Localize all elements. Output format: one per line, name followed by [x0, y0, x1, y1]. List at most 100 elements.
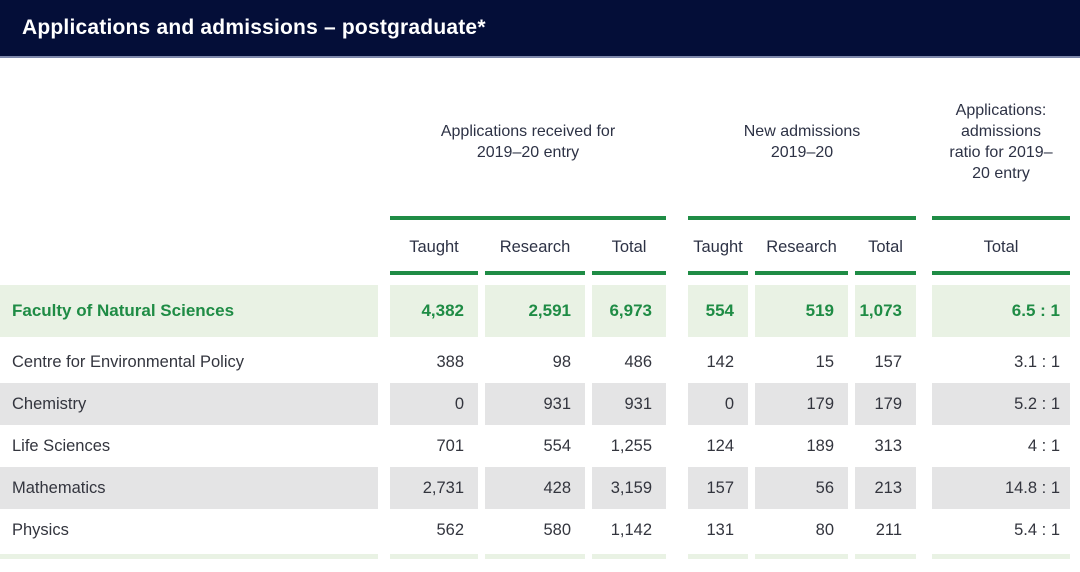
column-gap — [666, 467, 688, 509]
column-gap — [748, 383, 755, 425]
cell-adm-taught: 0 — [688, 383, 748, 425]
cell-adm-research: 519 — [755, 285, 848, 337]
column-gap — [916, 383, 932, 425]
cell — [755, 554, 848, 559]
column-gap — [585, 223, 592, 275]
column-gap — [585, 467, 592, 509]
column-gap — [478, 341, 485, 383]
column-gap — [585, 383, 592, 425]
cell-adm-research: 189 — [755, 425, 848, 467]
column-gap — [666, 341, 688, 383]
cell-adm-total: 1,073 — [855, 285, 916, 337]
cell — [0, 554, 378, 559]
cell-adm-research: 15 — [755, 341, 848, 383]
cell-apps-research: 554 — [485, 425, 585, 467]
cell-adm-total: 157 — [855, 341, 916, 383]
column-header-apps-total: Total — [592, 223, 666, 275]
column-gap — [848, 223, 855, 275]
cell-adm-total: 213 — [855, 467, 916, 509]
cell-apps-total: 6,973 — [592, 285, 666, 337]
column-gap — [748, 509, 755, 551]
table-row-life-sciences: Life Sciences 701 554 1,255 124 189 313 … — [0, 425, 1080, 467]
column-gap — [666, 554, 688, 559]
column-gap — [478, 223, 485, 275]
column-gap — [666, 285, 688, 337]
column-gap — [585, 425, 592, 467]
column-header-row: Taught Research Total Taught Research To… — [0, 223, 1080, 275]
cell-adm-research: 56 — [755, 467, 848, 509]
column-gap — [478, 285, 485, 337]
column-gap — [916, 425, 932, 467]
cell-adm-taught: 124 — [688, 425, 748, 467]
cell-adm-research: 179 — [755, 383, 848, 425]
column-gap — [848, 467, 855, 509]
column-header-adm-research: Research — [755, 223, 848, 275]
cell-apps-taught: 388 — [390, 341, 478, 383]
column-gap — [378, 383, 390, 425]
cell-ratio: 5.4 : 1 — [932, 509, 1070, 551]
table-row-environmental-policy: Centre for Environmental Policy 388 98 4… — [0, 341, 1080, 383]
column-gap — [585, 341, 592, 383]
column-gap — [378, 285, 390, 337]
column-gap — [848, 425, 855, 467]
cell-apps-total: 931 — [592, 383, 666, 425]
cell-adm-total: 211 — [855, 509, 916, 551]
cell-adm-total: 179 — [855, 383, 916, 425]
column-gap — [848, 509, 855, 551]
column-gap — [916, 285, 932, 337]
cell-adm-taught: 131 — [688, 509, 748, 551]
cell — [688, 554, 748, 559]
column-gap — [748, 341, 755, 383]
group-header-applications-received: Applications received for 2019–20 entry — [390, 70, 666, 220]
title-bar: Applications and admissions – postgradua… — [0, 0, 1080, 58]
cell-apps-research: 580 — [485, 509, 585, 551]
table-row-cutoff — [0, 554, 1080, 559]
cell-apps-total: 486 — [592, 341, 666, 383]
column-header-apps-taught: Taught — [390, 223, 478, 275]
column-gap — [848, 285, 855, 337]
column-gap — [916, 223, 932, 275]
cell — [592, 554, 666, 559]
column-gap — [748, 554, 755, 559]
column-gap — [916, 467, 932, 509]
row-label: Faculty of Natural Sciences — [0, 285, 378, 337]
column-gap — [378, 223, 390, 275]
row-label: Chemistry — [0, 383, 378, 425]
row-label: Centre for Environmental Policy — [0, 341, 378, 383]
cell — [932, 554, 1070, 559]
cell-adm-research: 80 — [755, 509, 848, 551]
column-header-apps-research: Research — [485, 223, 585, 275]
column-gap — [585, 509, 592, 551]
cell-adm-taught: 157 — [688, 467, 748, 509]
cell-apps-research: 931 — [485, 383, 585, 425]
column-gap — [666, 425, 688, 467]
column-header-ratio-total: Total — [932, 223, 1070, 275]
group-header-new-admissions: New admissions 2019–20 — [688, 70, 916, 220]
column-gap — [916, 341, 932, 383]
column-gap — [666, 383, 688, 425]
cell-apps-total: 1,142 — [592, 509, 666, 551]
row-label: Mathematics — [0, 467, 378, 509]
column-gap — [378, 467, 390, 509]
column-gap — [378, 425, 390, 467]
cell-apps-taught: 2,731 — [390, 467, 478, 509]
column-gap — [748, 285, 755, 337]
column-gap — [748, 223, 755, 275]
cell-adm-taught: 554 — [688, 285, 748, 337]
table-row-faculty-total: Faculty of Natural Sciences 4,382 2,591 … — [0, 285, 1080, 337]
cell-ratio: 3.1 : 1 — [932, 341, 1070, 383]
cell-apps-taught: 701 — [390, 425, 478, 467]
row-label: Physics — [0, 509, 378, 551]
cell-apps-research: 2,591 — [485, 285, 585, 337]
cell-apps-total: 3,159 — [592, 467, 666, 509]
group-header-ratio: Applications: admissions ratio for 2019–… — [932, 70, 1070, 220]
column-gap — [848, 554, 855, 559]
column-gap — [748, 467, 755, 509]
cell-apps-taught: 4,382 — [390, 285, 478, 337]
column-gap — [378, 341, 390, 383]
column-gap — [378, 554, 390, 559]
cell — [390, 554, 478, 559]
column-header-adm-total: Total — [855, 223, 916, 275]
column-gap — [478, 425, 485, 467]
column-gap — [478, 467, 485, 509]
